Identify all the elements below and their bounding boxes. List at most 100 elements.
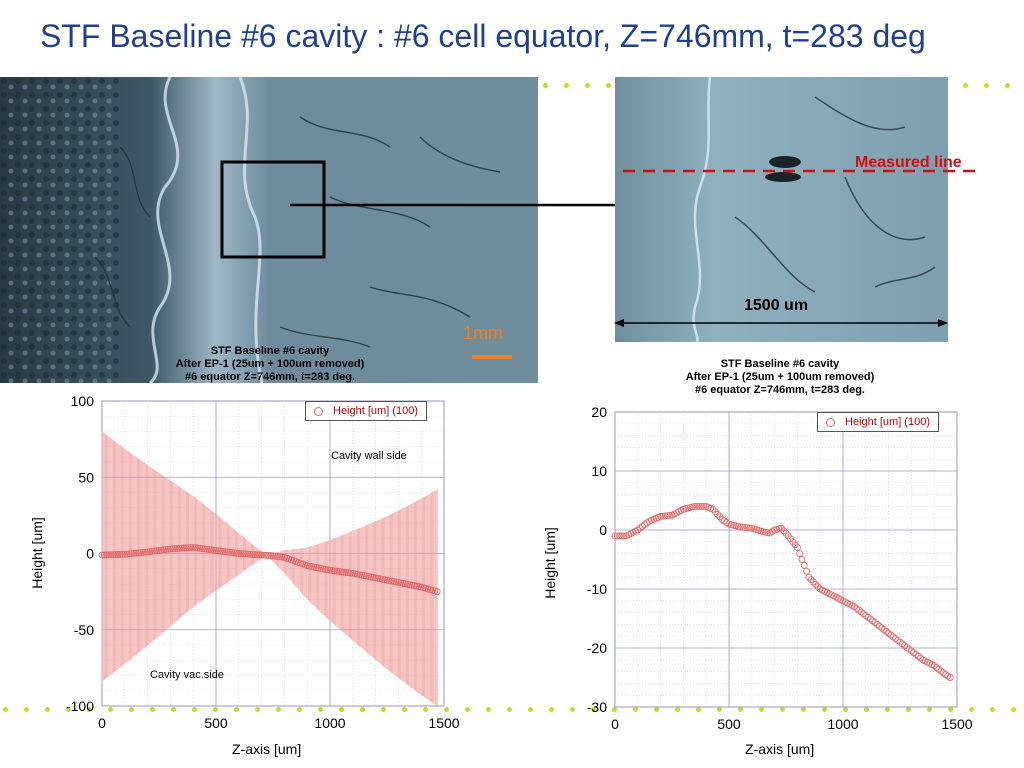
micrograph-left-caption: STF Baseline #6 cavity After EP-1 (25um … [140, 345, 400, 383]
data-point [109, 551, 117, 559]
data-point [187, 544, 195, 552]
decorative-dot [45, 707, 50, 712]
data-point [123, 550, 131, 558]
data-point [618, 532, 626, 540]
data-point [880, 626, 888, 634]
data-point [620, 532, 628, 540]
data-point [246, 550, 254, 558]
legend-circle-marker [826, 417, 835, 427]
data-point [743, 524, 751, 532]
data-point [878, 624, 886, 632]
data-point [850, 603, 858, 611]
width-dimension-line [614, 319, 948, 327]
right-chart-title: STF Baseline #6 cavity After EP-1 (25um … [650, 358, 910, 397]
data-point [141, 548, 149, 556]
x-tick-label: 0 [611, 716, 619, 732]
data-point [693, 502, 701, 510]
decorative-dot [87, 707, 92, 712]
data-point [889, 633, 897, 641]
decorative-dot [759, 707, 764, 712]
data-point [885, 629, 893, 637]
decorative-dot [297, 707, 302, 712]
left-x-axis-label: Z-axis [um] [232, 741, 302, 757]
data-point [764, 529, 772, 537]
data-point [230, 549, 238, 557]
data-point [135, 549, 142, 557]
data-point [171, 545, 179, 553]
decorative-dot [444, 707, 449, 712]
data-point [661, 512, 669, 520]
decorative-dot [696, 707, 701, 712]
y-tick-label: 10 [591, 463, 607, 479]
data-point [433, 588, 441, 596]
data-point [166, 545, 174, 553]
data-point [212, 546, 220, 554]
data-point [638, 523, 646, 530]
data-point [326, 566, 334, 574]
data-point [189, 543, 197, 551]
data-point [335, 568, 343, 575]
data-point [896, 638, 904, 646]
y-tick-label: 0 [86, 546, 94, 562]
data-point [219, 547, 227, 555]
data-point [855, 606, 863, 614]
decorative-dot [255, 707, 260, 712]
data-point [759, 528, 767, 536]
decorative-dot [234, 707, 239, 712]
decorative-dot [780, 707, 785, 712]
data-point [226, 548, 234, 556]
decorative-dot [528, 707, 533, 712]
data-point [862, 612, 870, 620]
right-x-axis-label: Z-axis [um] [745, 741, 815, 757]
decorative-dot [24, 707, 29, 712]
data-point [882, 628, 890, 635]
data-point [739, 523, 747, 531]
data-point [255, 551, 263, 559]
data-point [260, 551, 268, 559]
data-point [860, 610, 867, 618]
left-legend-label: Height [um] (100) [333, 405, 418, 417]
data-point [235, 550, 243, 557]
x-tick-label: 1500 [428, 715, 459, 731]
decorative-dot [564, 83, 569, 88]
data-point [939, 669, 947, 677]
data-point [634, 526, 642, 534]
data-point [194, 544, 202, 552]
decorative-dot [108, 707, 113, 712]
decorative-dot [66, 707, 71, 712]
data-point [700, 502, 708, 510]
left-y-axis-label: Height [um] [29, 517, 45, 589]
data-point [207, 546, 215, 554]
data-point [228, 549, 236, 557]
micrograph-zoomed [615, 77, 948, 342]
y-tick-label: 20 [591, 404, 607, 420]
data-point [342, 568, 350, 576]
data-point [244, 550, 252, 558]
decorative-dot [402, 707, 407, 712]
data-point [146, 548, 154, 556]
data-point [182, 544, 190, 552]
data-point [160, 546, 168, 554]
data-point [137, 549, 145, 557]
decorative-dot [990, 707, 995, 712]
data-point [866, 615, 874, 623]
decorative-dot [3, 707, 8, 712]
decorative-dot [1005, 83, 1010, 88]
data-point [871, 619, 879, 627]
y-tick-label: -30 [587, 699, 607, 715]
decorative-dot [381, 707, 386, 712]
decorative-dot [843, 707, 848, 712]
decorative-dot [423, 707, 428, 712]
y-tick-label: -20 [587, 640, 607, 656]
decorative-dot [276, 707, 281, 712]
data-point [249, 550, 256, 558]
data-point [114, 551, 122, 558]
data-point [251, 551, 259, 559]
x-tick-label: 1500 [941, 716, 972, 732]
legend-circle-marker [314, 406, 323, 416]
data-point [185, 544, 193, 552]
data-point [105, 551, 113, 559]
right-chart-title-line-2: After EP-1 (25um + 100um removed) [685, 371, 875, 383]
decorative-dot [612, 707, 617, 712]
